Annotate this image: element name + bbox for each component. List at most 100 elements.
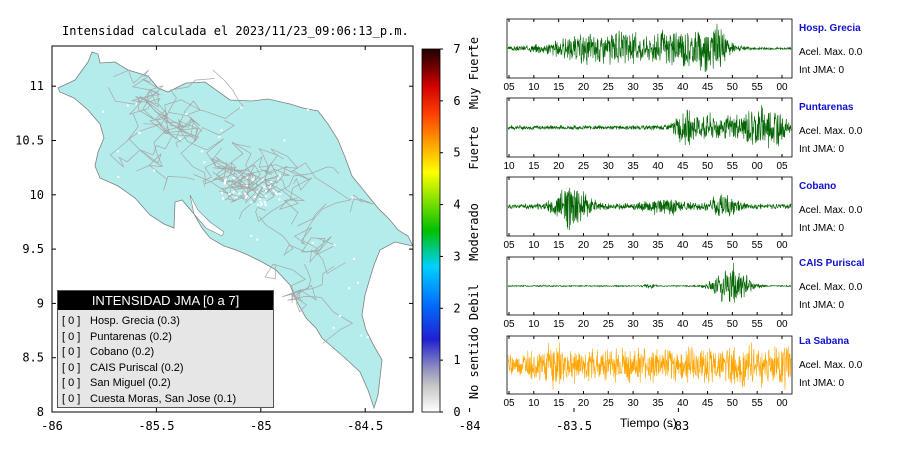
city-dot: [232, 176, 235, 179]
city-dot: [232, 190, 235, 193]
waveform-trace: [507, 342, 792, 391]
legend-item: [ 0 ] San Miguel (0.2): [58, 376, 273, 392]
city-dot: [153, 169, 155, 172]
wave-tick-label: 55: [727, 161, 739, 172]
city-dot: [261, 178, 264, 181]
wave-tick-label: 10: [528, 398, 540, 409]
colorbar-category-label: Moderado: [467, 203, 481, 261]
station-info: Acel. Max. 0.0 Int JMA: 0: [799, 279, 862, 315]
map-x-tick-label: -84: [459, 419, 481, 433]
city-dot: [256, 190, 259, 193]
road: [314, 236, 346, 275]
station-jma-intensity: Int JMA: 0: [799, 144, 845, 155]
wave-tick-label: 35: [652, 82, 664, 93]
city-dot: [179, 137, 182, 140]
road: [231, 141, 266, 181]
road: [264, 148, 299, 181]
city-dot: [245, 195, 248, 198]
legend-item-name: Cobano (0.2): [90, 346, 155, 358]
city-dot: [250, 234, 253, 237]
road: [258, 215, 321, 256]
map-y-tick-label: 10: [30, 188, 44, 202]
wave-tick-label: 55: [752, 319, 764, 330]
colorbar-tick-label: 3: [453, 249, 460, 263]
wave-tick-label: 10: [528, 82, 540, 93]
city-dot: [348, 287, 351, 290]
city-dot: [187, 244, 190, 247]
road: [289, 162, 351, 201]
city-dot: [263, 185, 266, 188]
map-x-tick-label: -85.5: [138, 419, 174, 433]
road: [293, 217, 321, 251]
city-dot: [259, 204, 262, 206]
wave-tick-label: 25: [603, 319, 615, 330]
waveform-panel: 05 10 15 20 25 30 35 40 45 50 55 00: [503, 176, 793, 251]
road: [131, 89, 161, 103]
costa-rica-land: [57, 51, 414, 410]
road: [309, 238, 337, 264]
city-dot: [333, 244, 336, 247]
wave-tick-label: 40: [677, 319, 689, 330]
legend-item-name: San Miguel (0.2): [90, 377, 171, 389]
wave-tick-label: 05: [503, 319, 515, 330]
city-dot: [265, 85, 268, 88]
road: [139, 149, 195, 191]
city-dot: [297, 73, 299, 76]
city-dot: [261, 202, 264, 205]
city-dot: [311, 242, 314, 244]
road: [113, 69, 151, 91]
wave-tick-label: 40: [677, 240, 689, 251]
city-dot: [221, 191, 223, 194]
wave-tick-label: 05: [776, 161, 788, 172]
colorbar-category-label: Fuerte: [467, 126, 481, 169]
city-dot: [365, 116, 367, 119]
wave-tick-label: 45: [702, 82, 714, 93]
road: [238, 179, 279, 220]
road: [179, 120, 236, 142]
city-dot: [240, 106, 243, 109]
colorbar: [421, 48, 441, 413]
station-jma-intensity: Int JMA: 0: [799, 300, 845, 311]
map-y-tick-label: 9: [37, 296, 44, 310]
road: [283, 197, 299, 225]
legend-item: [ 0 ] Cuesta Moras, San Jose (0.1): [58, 392, 273, 408]
wave-tick-label: 00: [776, 398, 788, 409]
road: [164, 115, 193, 131]
wave-tick-label: 30: [628, 398, 640, 409]
road: [109, 113, 141, 168]
wave-tick-label: 30: [628, 82, 640, 93]
city-dot: [258, 198, 261, 200]
legend-item: [ 0 ] CAIS Puriscal (0.2): [58, 361, 273, 377]
colorbar-tick-label: 2: [453, 301, 460, 315]
wave-tick-label: 20: [553, 161, 565, 172]
map-y-tick-label: 11: [30, 79, 44, 93]
colorbar-tick-label: 7: [453, 42, 460, 56]
legend-item-name: CAIS Puriscal (0.2): [90, 361, 184, 374]
station-accel-max: Acel. Max. 0.0: [799, 205, 863, 216]
station-info: Acel. Max. 0.0 Int JMA: 0: [799, 123, 862, 159]
road: [139, 135, 182, 156]
road: [264, 162, 282, 194]
city-dot: [244, 192, 247, 195]
road: [179, 129, 230, 168]
wave-tick-label: 40: [652, 161, 664, 172]
wave-tick-label: 25: [603, 240, 615, 251]
city-dot: [250, 201, 253, 204]
colorbar-category-label: Muy Fuerte: [467, 37, 481, 109]
station-name: Cobano: [799, 181, 837, 192]
wave-tick-label: 15: [553, 82, 565, 93]
city-dot: [166, 228, 169, 231]
city-dot: [126, 104, 129, 107]
city-dot: [252, 177, 255, 180]
map-frame: [51, 45, 414, 413]
road: [255, 199, 291, 222]
road: [234, 156, 310, 181]
road: [287, 289, 354, 344]
legend-item-name: Puntarenas (0.2): [90, 330, 172, 343]
waveform-panel: 05 10 15 20 25 30 35 40 45 50 55 00: [503, 256, 793, 330]
city-dot: [246, 176, 249, 179]
city-dot: [270, 180, 273, 183]
city-dot: [106, 264, 109, 267]
wave-tick-label: 45: [702, 398, 714, 409]
station-jma-intensity: Int JMA: 0: [799, 378, 845, 389]
